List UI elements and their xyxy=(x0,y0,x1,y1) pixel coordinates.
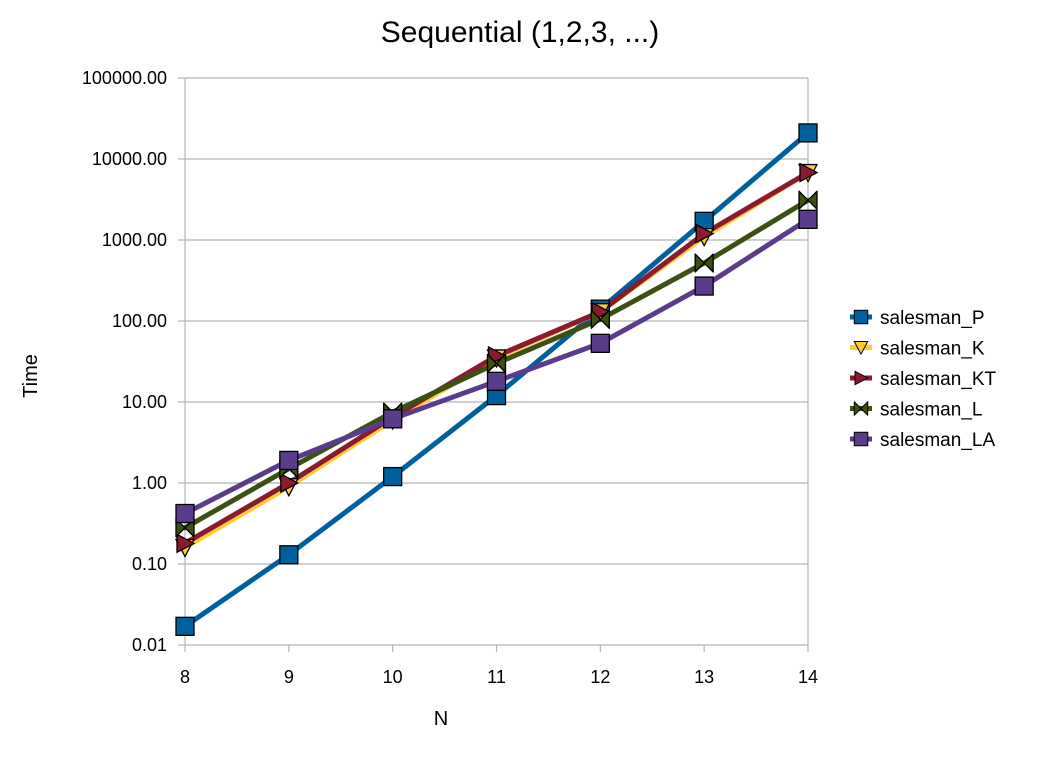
y-tick-label: 10000.00 xyxy=(92,149,167,169)
legend-label: salesman_LA xyxy=(880,430,995,451)
data-point-salesman_LA xyxy=(175,503,195,524)
legend-marker-salesman_KT xyxy=(854,370,869,386)
data-point-salesman_P xyxy=(798,123,818,143)
legend-marker-salesman_P xyxy=(853,309,869,325)
legend-marker-salesman_L xyxy=(853,401,869,416)
data-point-salesman_P xyxy=(383,466,403,487)
y-tick-label: 1000.00 xyxy=(102,230,167,250)
series-layer xyxy=(174,123,819,636)
legend-label: salesman_K xyxy=(880,339,985,360)
data-point-salesman_L xyxy=(486,353,507,374)
legend-label: salesman_L xyxy=(880,400,982,421)
data-point-salesman_KT xyxy=(695,223,715,244)
y-tick-label: 100000.00 xyxy=(82,68,167,88)
x-tick-label: 12 xyxy=(590,667,610,687)
y-tick-label: 0.10 xyxy=(132,554,167,574)
y-tick-label: 100.00 xyxy=(112,311,167,331)
x-tick-label: 14 xyxy=(798,667,818,687)
data-point-salesman_P xyxy=(279,545,299,565)
x-tick-label: 10 xyxy=(383,667,403,687)
legend-marker-salesman_K xyxy=(853,341,869,356)
x-axis-title: N xyxy=(434,708,448,730)
legend-label: salesman_KT xyxy=(880,369,997,390)
data-point-salesman_LA xyxy=(486,371,507,391)
data-point-salesman_LA xyxy=(590,333,610,353)
x-tick-label: 9 xyxy=(284,667,294,687)
y-tick-label: 1.00 xyxy=(132,473,167,493)
data-point-salesman_LA xyxy=(694,276,714,296)
y-tick-label: 0.01 xyxy=(132,635,167,655)
data-point-salesman_L xyxy=(590,309,610,329)
data-point-salesman_KT xyxy=(799,162,819,183)
x-tick-label: 11 xyxy=(487,667,506,687)
data-point-salesman_KT xyxy=(176,533,196,554)
data-point-salesman_LA xyxy=(798,209,818,229)
axes: 0.01 0.10 1.00 10.00 100.00 1000.00 10000.00 10… xyxy=(82,68,818,687)
data-point-salesman_L xyxy=(798,190,818,210)
x-tick-label: 8 xyxy=(180,667,190,687)
data-point-salesman_LA xyxy=(383,409,403,429)
chart-title: Sequential (1,2,3, ...) xyxy=(381,16,660,49)
legend: salesman_P salesman_K salesman_KT salesman_… xyxy=(850,308,997,451)
data-point-salesman_KT xyxy=(280,472,300,494)
data-point-salesman_P xyxy=(175,616,195,636)
legend-marker-salesman_LA xyxy=(853,431,869,447)
x-tick-label: 13 xyxy=(694,667,714,687)
y-tick-label: 10.00 xyxy=(122,392,167,412)
legend-label: salesman_P xyxy=(880,308,985,329)
data-point-salesman_L xyxy=(694,253,714,273)
data-point-salesman_LA xyxy=(279,450,299,471)
y-axis-title: Time xyxy=(20,354,42,398)
